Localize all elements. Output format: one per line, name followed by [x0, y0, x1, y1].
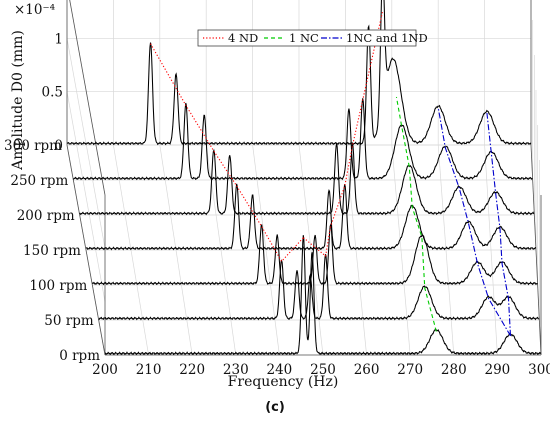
trend-1nc-1nd-b: [486, 112, 512, 336]
x-tick-label: 250: [310, 362, 336, 378]
x-tick-label: 290: [485, 362, 511, 378]
legend-box: [197, 29, 417, 47]
x-tick-label: 200: [92, 362, 118, 378]
x-tick-label: 300: [528, 362, 550, 378]
trend-1nc: [395, 96, 437, 332]
legend-label-1nc: 1 NC: [289, 31, 319, 45]
spectrum-traces: [66, 0, 542, 356]
series-tick-label: 150 rpm: [23, 243, 81, 259]
box-edge: [530, 144, 542, 356]
spectrum-trace: [66, 0, 532, 146]
figure-caption: (c): [265, 400, 285, 415]
series-tick-label: 100 rpm: [29, 278, 87, 294]
x-tick-label: 220: [179, 362, 205, 378]
trend-4nd-left: [150, 43, 304, 263]
grid-line-left-wall: [66, 91, 106, 302]
series-tick-label: 300 rpm: [4, 138, 62, 154]
trend-4nd-right: [303, 11, 384, 258]
series-tick-label: 50 rpm: [44, 313, 94, 329]
box-edge: [66, 144, 106, 356]
x-tick-label: 270: [397, 362, 423, 378]
box-edge: [69, 0, 106, 196]
spectrum-trace: [91, 223, 538, 286]
legend: 4 ND 1 NC 1NC and 1ND: [197, 29, 428, 47]
waterfall-chart: 200 210 220 230 240 250 260 270 280 290 300 0 rpm 50…: [4, 0, 550, 390]
spectrum-trace: [85, 183, 536, 251]
grid-lines: [66, 0, 542, 356]
z-exponent-label: ×10⁻⁴: [14, 2, 55, 18]
z-axis-label: Amplitude D0 (mm): [10, 30, 26, 171]
series-tick-label: 200 rpm: [17, 208, 75, 224]
spectrum-trace: [72, 98, 533, 181]
trend-1nc-1nd-a: [437, 107, 511, 337]
x-tick-label: 260: [354, 362, 380, 378]
z-tick-label: 0: [54, 138, 63, 154]
trend-lines: [150, 11, 512, 337]
grid-line-left-wall: [69, 0, 106, 196]
x-axis-label: Frequency (Hz): [228, 374, 339, 390]
spectrum-trace: [79, 143, 535, 216]
spectrum-trace: [98, 254, 540, 321]
legend-label-4nd: 4 ND: [228, 31, 258, 45]
x-tick-label: 280: [441, 362, 467, 378]
spectrum-trace: [104, 235, 542, 356]
series-tick-label: 250 rpm: [10, 173, 68, 189]
z-tick-label: 1: [54, 31, 63, 47]
tick-labels: 200 210 220 230 240 250 260 270 280 290 300 0 rpm 50…: [4, 31, 550, 378]
legend-label-1nc-1nd: 1NC and 1ND: [346, 31, 428, 45]
x-tick-label: 210: [136, 362, 162, 378]
series-tick-label: 0 rpm: [59, 348, 100, 364]
z-tick-label: 0.5: [42, 85, 63, 101]
x-tick-label: 240: [267, 362, 293, 378]
x-tick-label: 230: [223, 362, 249, 378]
